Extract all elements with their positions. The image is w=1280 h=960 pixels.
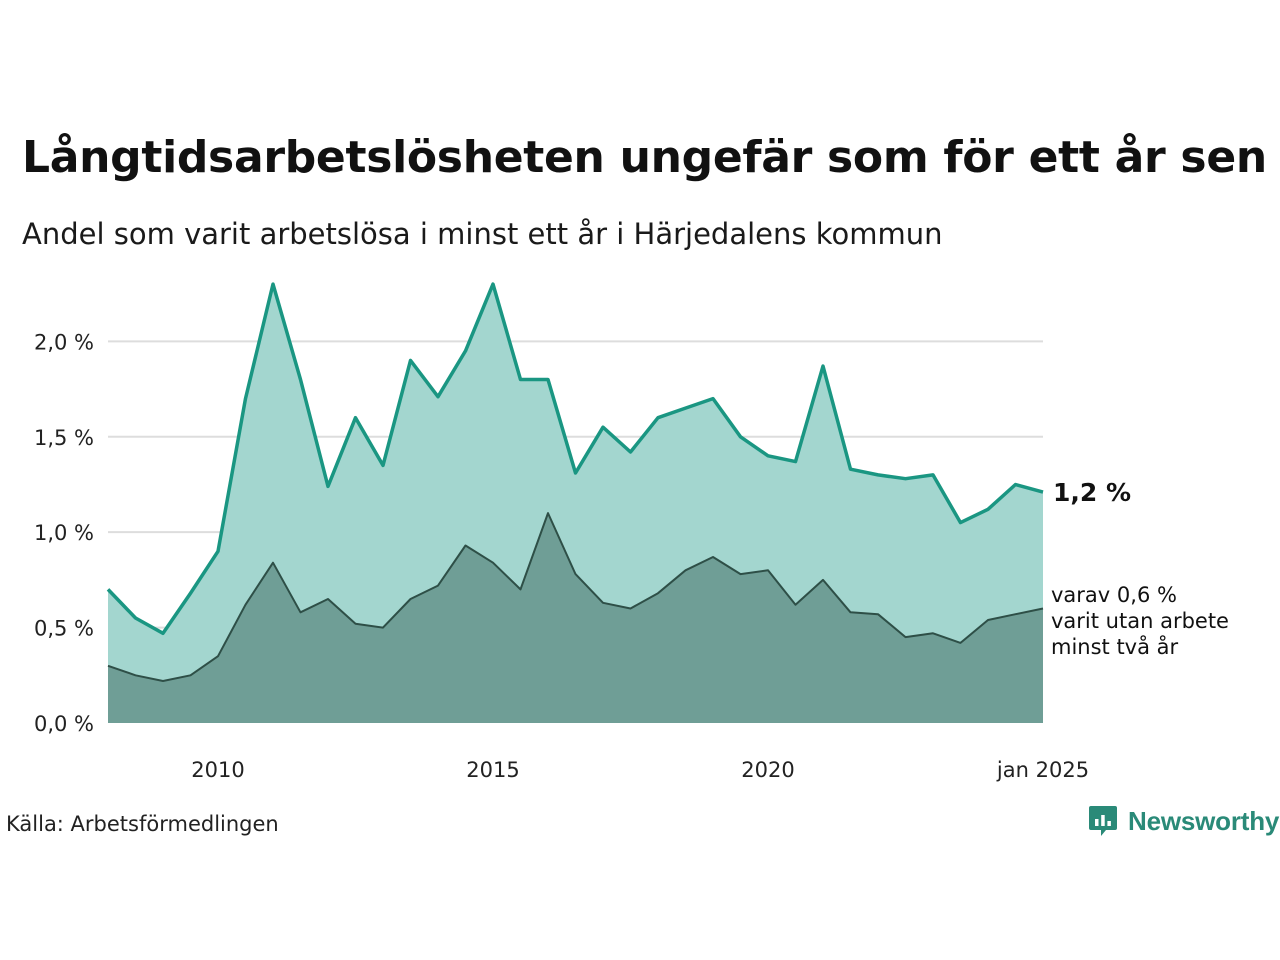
y-tick-label: 1,5 %	[34, 426, 94, 450]
area-chart: 0,0 % 0,5 % 1,0 % 1,5 % 2,0 % 2010 2015 2020 ja…	[34, 282, 1229, 782]
y-tick-label: 2,0 %	[34, 330, 94, 354]
x-tick-label: 2010	[191, 758, 244, 782]
series-min-two-years-area	[108, 513, 1043, 723]
x-tick-label: 2015	[466, 758, 519, 782]
chart-subtitle: Andel som varit arbetslösa i minst ett å…	[22, 217, 943, 251]
series-end-value-label: 1,2 %	[1053, 478, 1131, 507]
y-axis: 0,0 % 0,5 % 1,0 % 1,5 % 2,0 %	[34, 330, 94, 736]
newsworthy-logo-icon	[1089, 806, 1117, 836]
x-tick-label: jan 2025	[996, 758, 1089, 782]
x-tick-label: 2020	[741, 758, 794, 782]
y-tick-label: 0,0 %	[34, 712, 94, 736]
brand-name: Newsworthy	[1128, 805, 1280, 836]
series-min-two-years-line	[107, 512, 1044, 682]
brand-logo: Newsworthy	[1088, 804, 1279, 838]
y-tick-label: 1,0 %	[34, 521, 94, 545]
series-note-label: varav 0,6 %	[1051, 583, 1177, 607]
series-min-one-year-line	[106, 282, 1044, 636]
x-axis: 2010 2015 2020 jan 2025	[191, 758, 1089, 782]
y-tick-label: 0,5 %	[34, 617, 94, 641]
chart-title: Långtidsarbetslösheten ungefär som för e…	[22, 132, 1267, 183]
series-note-label: minst två år	[1051, 634, 1179, 659]
areas	[106, 282, 1044, 723]
series-note-label: varit utan arbete	[1051, 609, 1229, 633]
source-note: Källa: Arbetsförmedlingen	[6, 812, 279, 836]
